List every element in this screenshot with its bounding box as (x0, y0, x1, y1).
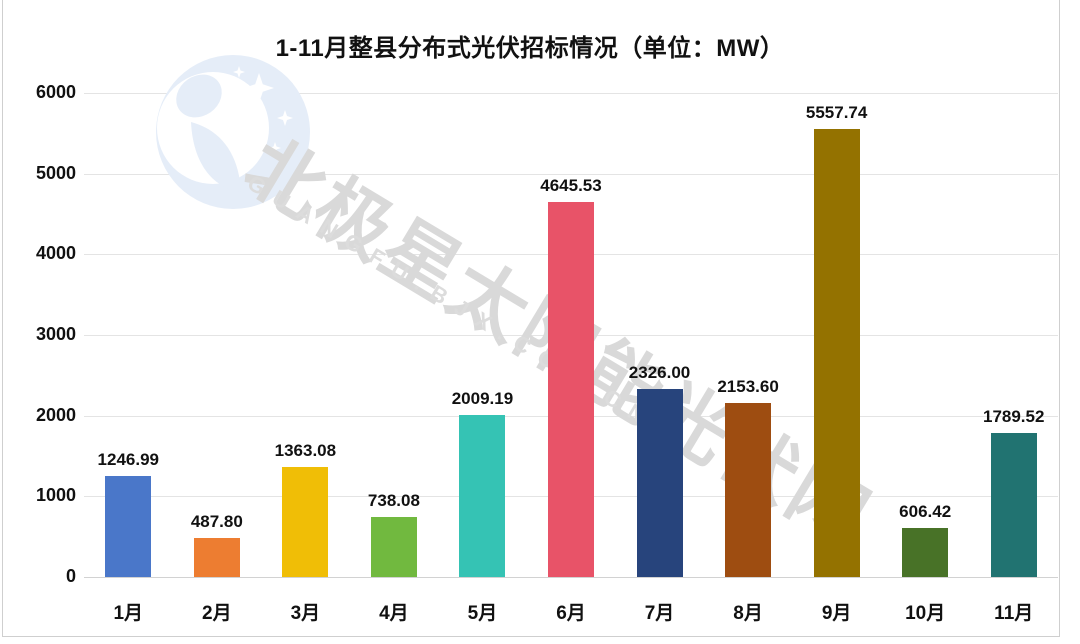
y-axis-tick-label: 5000 (35, 162, 76, 183)
bar-value-label: 738.08 (367, 491, 420, 511)
x-axis-label: 7月 (644, 603, 675, 624)
bar-value-label: 4645.53 (540, 176, 602, 196)
gridline-5000 (84, 173, 1058, 175)
x-axis-label: 1月 (113, 603, 144, 624)
x-axis-label: 5月 (467, 603, 498, 624)
x-axis-label: 6月 (556, 603, 586, 624)
y-axis-tick-label: 2000 (35, 404, 76, 425)
y-axis-tick-label: 3000 (35, 324, 76, 344)
bar-value-label: 487.80 (190, 511, 243, 531)
bar-4月 (370, 517, 417, 577)
bar-5月 (459, 414, 506, 577)
x-axis-label: 4月 (379, 603, 409, 624)
bar-value-label: 2009.19 (451, 388, 514, 408)
bar-11月 (990, 432, 1037, 577)
bar-8月 (725, 403, 772, 577)
x-axis-label: 9月 (821, 603, 852, 624)
chart-title: 1-11月整县分布式光伏招标情况（单位：MW） (275, 35, 785, 62)
bar-2月 (193, 537, 240, 577)
y-axis-tick-label: 0 (65, 566, 76, 586)
y-axis-tick-label: 1000 (35, 485, 76, 506)
bar-value-label: 1246.99 (97, 450, 159, 470)
chart-frame (2, 0, 1060, 637)
bar-3月 (282, 467, 329, 577)
bar-value-label: 1789.52 (982, 406, 1045, 426)
bar-10月 (902, 528, 949, 577)
x-axis-label: 8月 (733, 603, 763, 624)
y-axis-tick-label: 6000 (35, 82, 76, 102)
bar-value-label: 5557.74 (805, 102, 868, 122)
gridline-6000 (84, 93, 1058, 94)
bar-value-label: 2326.00 (628, 363, 691, 383)
bar-value-label: 1363.08 (274, 441, 337, 461)
x-axis-label: 11月 (994, 603, 1034, 624)
bar-6月 (548, 202, 594, 577)
bar-value-label: 2153.60 (717, 377, 779, 397)
bar-value-label: 606.42 (899, 502, 952, 522)
gridline-0 (84, 577, 1058, 578)
polaris-moon-stars-logo-icon (156, 55, 310, 209)
bar-7月 (636, 389, 683, 577)
bar-1月 (105, 476, 152, 577)
x-axis-label: 10月 (905, 603, 946, 624)
bar-9月 (813, 128, 860, 577)
x-axis-label: 3月 (290, 603, 321, 624)
x-axis-label: 2月 (202, 603, 232, 624)
y-axis-tick-label: 4000 (35, 243, 76, 264)
